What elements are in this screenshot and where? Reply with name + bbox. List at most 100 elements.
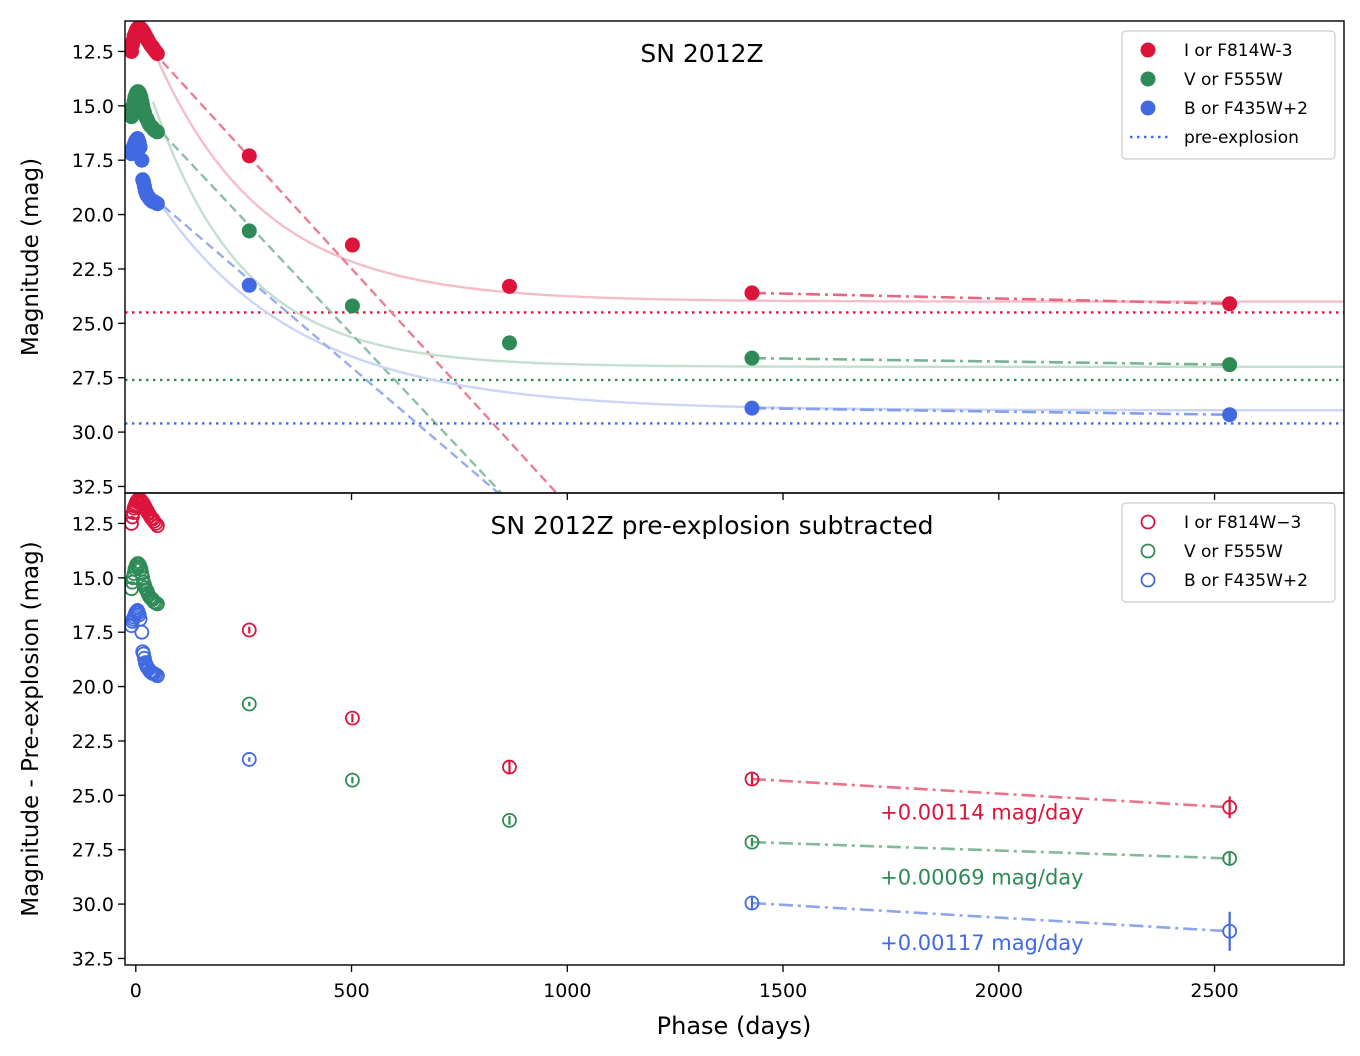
decline-line: [152, 122, 503, 493]
legend-label: B or F435W+2: [1184, 571, 1308, 591]
bottom-axes: 12.5 15.0 17.5 20.0 22.5 25.0 27.5 30.0 32.5 0 500…: [72, 492, 1345, 1002]
data-point: [149, 124, 165, 140]
data-point: [1222, 357, 1238, 373]
data-point: [344, 237, 360, 253]
slope-label: +0.00117 mag/day: [880, 931, 1083, 955]
data-point: [149, 668, 165, 684]
y-tick-label: 25.0: [72, 313, 114, 335]
slope-label: +0.00114 mag/day: [880, 800, 1083, 824]
x-tick-label: 1000: [543, 980, 591, 1002]
legend-label: I or F814W−3: [1184, 513, 1301, 533]
data-point: [345, 710, 360, 726]
legend-marker: [1140, 514, 1156, 530]
axes-frame: [124, 492, 1345, 966]
y-tick-label: 15.0: [72, 568, 114, 590]
data-point: [241, 622, 257, 638]
y-tick-label: 20.0: [72, 677, 114, 699]
bottom-title: SN 2012Z pre-explosion subtracted: [490, 511, 933, 540]
top-title: SN 2012Z: [640, 39, 763, 68]
data-point: [146, 513, 162, 529]
data-point: [149, 196, 165, 212]
legend-marker: [1140, 572, 1156, 588]
data-point: [241, 277, 257, 293]
legend-label: I or F814W-3: [1184, 41, 1293, 61]
y-tick-label: 32.5: [72, 476, 114, 498]
data-point: [744, 834, 760, 850]
x-tick-label: 500: [333, 980, 369, 1002]
y-tick-label: 30.0: [72, 894, 114, 916]
y-tick-label: 27.5: [72, 840, 114, 862]
data-point: [501, 278, 517, 294]
y-tick-label: 32.5: [72, 948, 114, 970]
legend-marker: [1140, 42, 1156, 58]
decline-line: [152, 196, 500, 493]
data-point: [502, 759, 517, 775]
slope-fit-line: [751, 840, 1230, 860]
top-legend: I or F814W-3 V or F555W B or F435W+2 pre-ex…: [1121, 30, 1336, 160]
bottom-plot-points: [125, 493, 1238, 951]
bottom-legend: I or F814W−3 V or F555W B or F435W+2: [1121, 502, 1336, 603]
data-point: [744, 285, 760, 301]
data-point: [132, 139, 148, 155]
decline-line: [152, 50, 558, 493]
model-curve: [151, 101, 1344, 368]
data-point: [344, 298, 360, 314]
bottom-plot-lines: [751, 777, 1230, 933]
x-tick-label: 0: [130, 980, 142, 1002]
y-tick-label: 30.0: [72, 422, 114, 444]
legend-marker: [1140, 71, 1156, 87]
slope-fit-line: [751, 901, 1230, 933]
data-point: [1222, 407, 1238, 423]
late-slope-line: [751, 356, 1230, 366]
data-point: [744, 895, 760, 911]
top-ylabel: Magnitude (mag): [18, 158, 44, 356]
data-point: [125, 516, 139, 531]
top-plot-points: [125, 21, 1238, 423]
data-point: [502, 812, 517, 828]
y-tick-label: 17.5: [72, 150, 114, 172]
y-tick-label: 12.5: [72, 41, 114, 63]
data-point: [241, 148, 257, 164]
data-point: [134, 152, 150, 168]
late-slope-line: [751, 291, 1230, 306]
bottom-slope-labels: +0.00114 mag/day +0.00069 mag/day +0.00117…: [880, 800, 1083, 955]
data-point: [149, 518, 165, 534]
data-point: [241, 752, 257, 767]
data-point: [744, 400, 760, 416]
data-point: [744, 350, 760, 366]
data-point: [134, 624, 150, 640]
legend-marker: [1140, 100, 1156, 116]
data-point: [241, 223, 257, 239]
bottom-ylabel: Magnitude - Pre-explosion (mag): [18, 541, 44, 916]
late-slope-line: [751, 406, 1230, 416]
data-point: [744, 771, 760, 787]
data-point: [241, 696, 257, 712]
legend-marker: [1140, 543, 1156, 559]
data-point: [148, 516, 164, 531]
data-point: [1222, 923, 1238, 939]
y-tick-label: 12.5: [72, 513, 114, 535]
x-tick-label: 2500: [1190, 980, 1238, 1002]
y-tick-label: 17.5: [72, 622, 114, 644]
y-tick-label: 20.0: [72, 205, 114, 227]
slope-label: +0.00069 mag/day: [880, 866, 1083, 890]
data-point: [149, 596, 165, 612]
data-point: [1222, 799, 1238, 815]
legend-label: pre-explosion: [1184, 128, 1299, 148]
x-tick-label: 1500: [759, 980, 807, 1002]
legend-label: B or F435W+2: [1184, 99, 1308, 119]
panel-top: 12.5 15.0 17.5 20.0 22.5 25.0 27.5 30.0 32.5 SN …: [18, 20, 1345, 500]
y-tick-label: 27.5: [72, 368, 114, 390]
data-point: [1222, 851, 1238, 866]
legend-label: V or F555W: [1184, 542, 1283, 562]
legend-label: V or F555W: [1184, 70, 1283, 90]
data-point: [149, 46, 165, 62]
data-point: [345, 772, 360, 788]
y-tick-label: 22.5: [72, 259, 114, 281]
x-tick-label: 2000: [975, 980, 1023, 1002]
y-tick-label: 25.0: [72, 785, 114, 807]
panel-bottom: 12.5 15.0 17.5 20.0 22.5 25.0 27.5 30.0 32.5 0 500…: [18, 492, 1345, 1040]
bottom-xlabel: Phase (days): [657, 1012, 812, 1040]
model-curve: [151, 48, 1344, 303]
